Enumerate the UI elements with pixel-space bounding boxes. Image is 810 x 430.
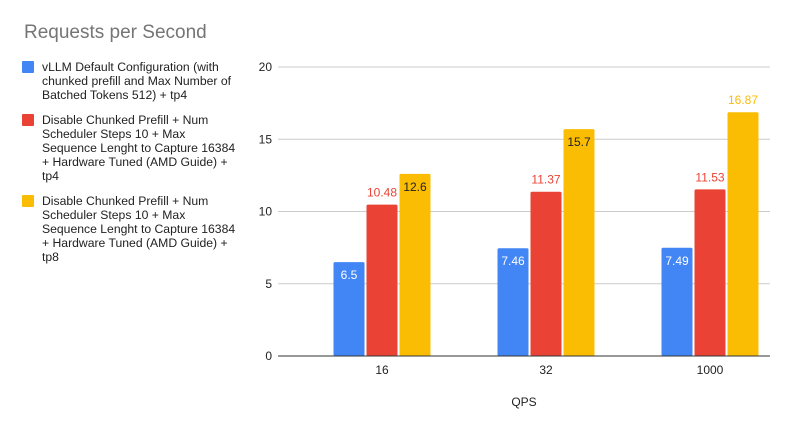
y-tick-label: 10 (259, 205, 273, 219)
data-label: 11.53 (695, 170, 724, 184)
bar (661, 247, 693, 356)
y-tick-label: 0 (265, 349, 272, 363)
y-tick-label: 15 (259, 132, 273, 146)
bar (399, 173, 431, 356)
legend-item-series-2[interactable]: Disable Chunked Prefill + Num Scheduler … (22, 113, 237, 184)
bar (694, 189, 726, 356)
legend-swatch-red (22, 113, 34, 126)
bar (333, 262, 365, 356)
data-label: 7.46 (501, 254, 525, 268)
data-label: 10.48 (367, 186, 397, 200)
legend-swatch-blue (22, 61, 34, 73)
bar (497, 248, 529, 356)
legend-swatch-yellow (22, 194, 34, 207)
y-tick-label: 20 (259, 60, 273, 74)
data-label: 6.5 (341, 268, 358, 282)
chart-title: Requests per Second (24, 22, 207, 43)
legend-item-series-3[interactable]: Disable Chunked Prefill + Num Scheduler … (22, 194, 237, 265)
x-tick-label: 32 (539, 363, 553, 377)
bar (530, 191, 562, 356)
bar (727, 112, 759, 356)
bar (563, 129, 595, 356)
data-label: 11.37 (531, 173, 560, 187)
x-tick-label: 16 (375, 363, 389, 377)
data-label: 16.87 (728, 93, 758, 107)
data-label: 12.6 (403, 180, 427, 194)
data-label: 15.7 (567, 135, 591, 149)
bar (366, 204, 398, 356)
y-tick-label: 5 (265, 277, 272, 291)
legend-label: Disable Chunked Prefill + Num Scheduler … (42, 193, 236, 265)
legend: vLLM Default Configuration (with chunked… (22, 60, 237, 275)
data-label: 7.49 (665, 254, 689, 268)
x-tick-label: 1000 (697, 363, 724, 377)
legend-item-series-1[interactable]: vLLM Default Configuration (with chunked… (22, 60, 237, 103)
x-axis-title: QPS (511, 395, 536, 409)
legend-label: Disable Chunked Prefill + Num Scheduler … (42, 112, 236, 184)
legend-label: vLLM Default Configuration (with chunked… (42, 60, 232, 103)
